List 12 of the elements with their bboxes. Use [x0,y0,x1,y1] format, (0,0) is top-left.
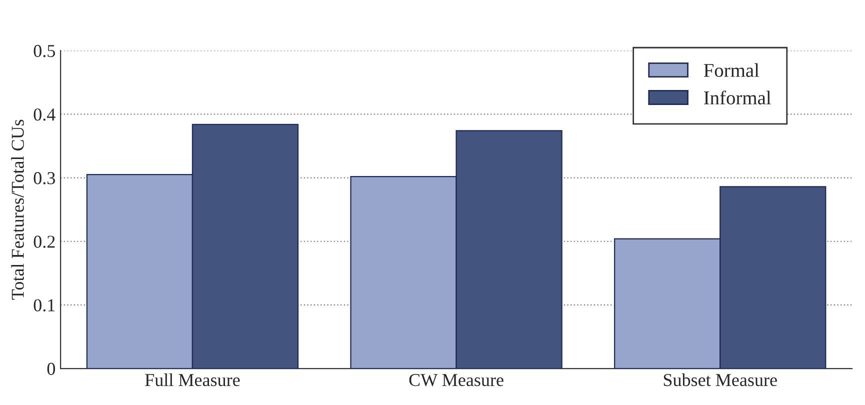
y-tick-label: 0.5 [34,44,55,58]
legend-label: Informal [704,90,771,104]
y-tick-label: 0.4 [34,108,56,121]
y-tick-label: 0.2 [34,236,55,248]
y-tick-label: 0.1 [34,299,55,312]
y-axis-title: Total Features/Total CUs [11,120,24,300]
x-tick-label: Full Measure [145,373,240,386]
x-tick-label: CW Measure [409,374,504,386]
y-tick-label: 0 [47,362,55,375]
y-tick-label: 0.3 [34,172,55,184]
x-tick-label: Subset Measure [664,373,777,386]
legend-label: Formal [704,63,760,77]
